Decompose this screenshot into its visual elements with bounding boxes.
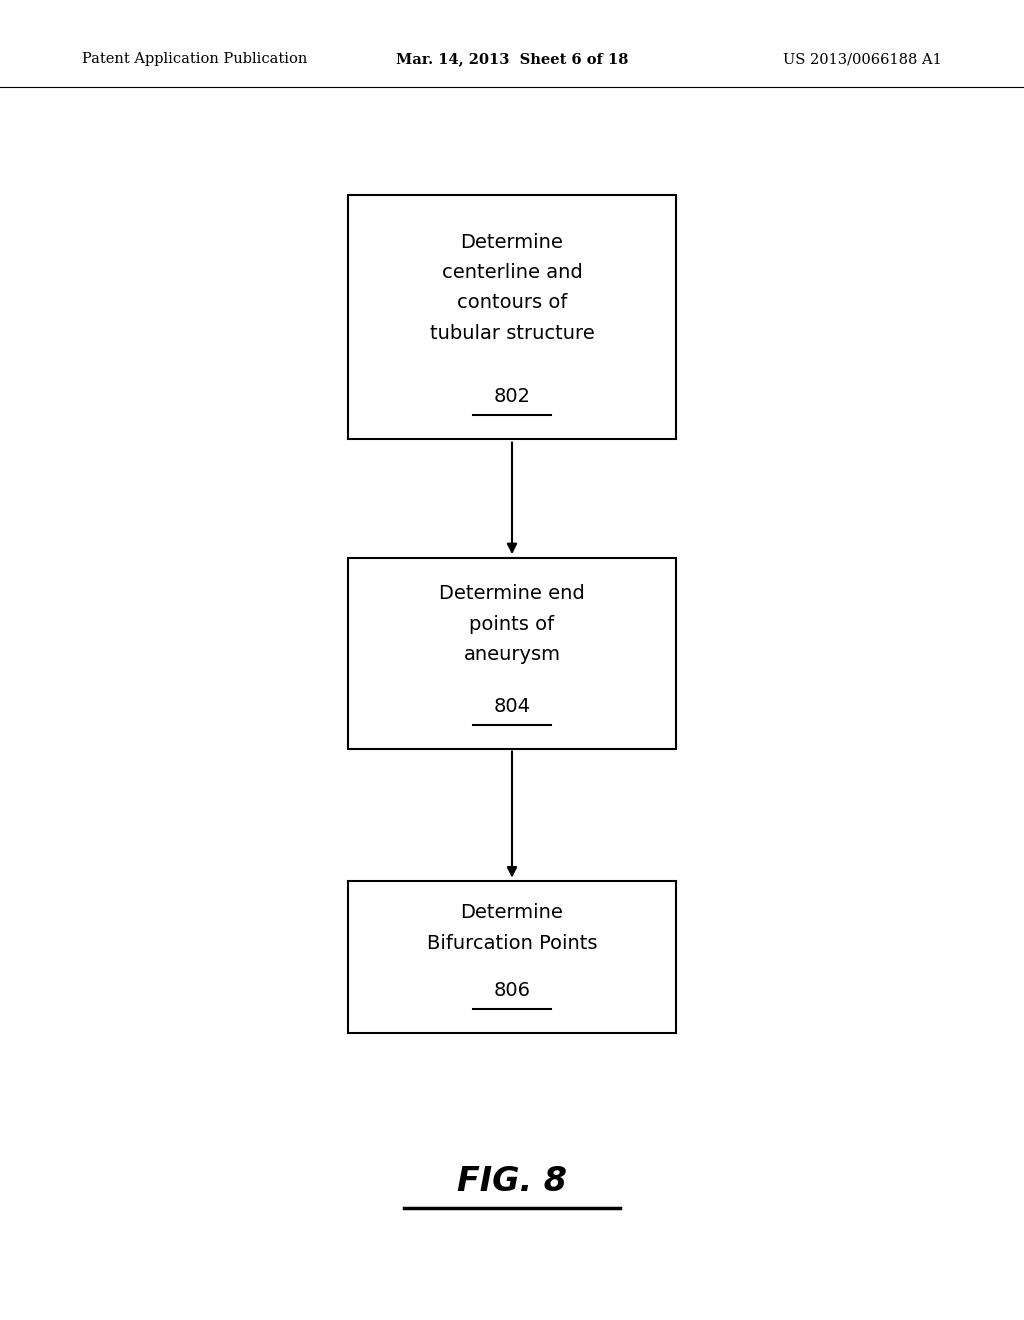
Text: Determine end: Determine end [439, 585, 585, 603]
Text: US 2013/0066188 A1: US 2013/0066188 A1 [783, 53, 942, 66]
FancyBboxPatch shape [348, 195, 676, 438]
Text: Mar. 14, 2013  Sheet 6 of 18: Mar. 14, 2013 Sheet 6 of 18 [396, 53, 628, 66]
Text: FIG. 8: FIG. 8 [457, 1166, 567, 1199]
Text: Bifurcation Points: Bifurcation Points [427, 933, 597, 953]
Text: tubular structure: tubular structure [430, 323, 594, 343]
Text: 806: 806 [494, 981, 530, 1001]
Text: centerline and: centerline and [441, 263, 583, 282]
FancyBboxPatch shape [348, 882, 676, 1032]
FancyBboxPatch shape [348, 557, 676, 750]
Text: 802: 802 [494, 387, 530, 407]
Text: aneurysm: aneurysm [464, 645, 560, 664]
Text: Determine: Determine [461, 903, 563, 923]
Text: 804: 804 [494, 697, 530, 717]
Text: Patent Application Publication: Patent Application Publication [82, 53, 307, 66]
Text: points of: points of [469, 615, 555, 634]
Text: Determine: Determine [461, 232, 563, 252]
Text: contours of: contours of [457, 293, 567, 313]
